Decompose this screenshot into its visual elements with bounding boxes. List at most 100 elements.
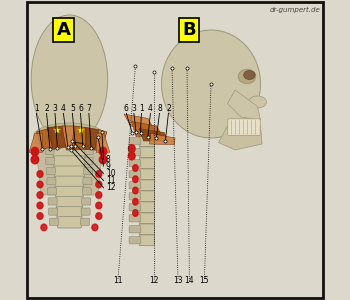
FancyBboxPatch shape — [139, 235, 155, 246]
Ellipse shape — [31, 147, 38, 156]
Text: 3: 3 — [52, 104, 57, 113]
Ellipse shape — [133, 210, 138, 216]
Ellipse shape — [96, 181, 102, 188]
Ellipse shape — [128, 152, 135, 160]
FancyBboxPatch shape — [139, 180, 155, 191]
Text: 12: 12 — [106, 183, 116, 192]
FancyBboxPatch shape — [45, 147, 54, 155]
Polygon shape — [95, 130, 107, 151]
Text: 2: 2 — [166, 104, 171, 113]
FancyBboxPatch shape — [129, 226, 141, 233]
Ellipse shape — [99, 155, 107, 164]
Ellipse shape — [41, 224, 47, 231]
Ellipse shape — [248, 96, 266, 108]
FancyBboxPatch shape — [80, 218, 90, 225]
Ellipse shape — [37, 181, 43, 188]
FancyBboxPatch shape — [139, 158, 155, 169]
FancyBboxPatch shape — [139, 136, 155, 147]
FancyBboxPatch shape — [57, 206, 82, 218]
FancyBboxPatch shape — [81, 208, 90, 215]
Ellipse shape — [31, 15, 108, 144]
Ellipse shape — [133, 199, 138, 205]
Text: 13: 13 — [173, 276, 183, 285]
FancyBboxPatch shape — [139, 202, 155, 213]
FancyBboxPatch shape — [139, 213, 155, 224]
Ellipse shape — [244, 70, 255, 80]
FancyBboxPatch shape — [49, 218, 58, 225]
Text: 8: 8 — [157, 104, 162, 113]
Polygon shape — [132, 122, 161, 136]
FancyBboxPatch shape — [129, 204, 141, 211]
Ellipse shape — [92, 224, 98, 231]
Text: 11: 11 — [113, 276, 123, 285]
Ellipse shape — [96, 171, 102, 177]
FancyBboxPatch shape — [47, 178, 56, 185]
FancyBboxPatch shape — [139, 191, 155, 202]
FancyBboxPatch shape — [55, 176, 84, 188]
FancyBboxPatch shape — [84, 157, 93, 164]
Polygon shape — [62, 126, 74, 150]
Polygon shape — [96, 134, 110, 152]
Text: 12: 12 — [149, 276, 159, 285]
FancyBboxPatch shape — [129, 237, 141, 244]
FancyBboxPatch shape — [53, 146, 86, 157]
FancyBboxPatch shape — [82, 198, 91, 205]
FancyBboxPatch shape — [48, 198, 57, 205]
FancyBboxPatch shape — [52, 136, 86, 147]
FancyBboxPatch shape — [129, 171, 141, 178]
FancyBboxPatch shape — [129, 149, 141, 156]
Polygon shape — [72, 126, 86, 150]
FancyBboxPatch shape — [139, 147, 155, 158]
FancyBboxPatch shape — [46, 157, 55, 164]
FancyBboxPatch shape — [46, 167, 55, 175]
Text: 14: 14 — [184, 276, 194, 285]
FancyBboxPatch shape — [82, 188, 91, 195]
Ellipse shape — [37, 202, 43, 209]
FancyBboxPatch shape — [129, 215, 141, 222]
FancyBboxPatch shape — [139, 169, 155, 180]
Text: 8: 8 — [106, 154, 111, 164]
Polygon shape — [124, 114, 154, 129]
Text: 4: 4 — [148, 104, 153, 113]
Ellipse shape — [37, 171, 43, 177]
Ellipse shape — [33, 123, 105, 150]
Text: 5: 5 — [70, 104, 75, 113]
Polygon shape — [218, 126, 262, 150]
Text: 3: 3 — [132, 104, 136, 113]
Ellipse shape — [133, 176, 138, 182]
Text: dr-gumpert.de: dr-gumpert.de — [270, 7, 321, 13]
FancyBboxPatch shape — [56, 196, 83, 208]
FancyBboxPatch shape — [84, 167, 92, 175]
Text: 7: 7 — [86, 104, 91, 113]
Ellipse shape — [96, 192, 102, 198]
FancyBboxPatch shape — [139, 224, 155, 235]
FancyBboxPatch shape — [54, 166, 84, 177]
Polygon shape — [86, 128, 99, 150]
Text: 9: 9 — [106, 162, 111, 171]
Text: 4: 4 — [61, 104, 66, 113]
FancyBboxPatch shape — [129, 182, 141, 189]
FancyBboxPatch shape — [56, 186, 83, 198]
Text: 6: 6 — [124, 104, 129, 113]
FancyBboxPatch shape — [85, 147, 94, 155]
FancyBboxPatch shape — [129, 160, 141, 167]
Polygon shape — [228, 90, 260, 120]
Ellipse shape — [238, 69, 256, 84]
FancyBboxPatch shape — [85, 137, 94, 144]
Ellipse shape — [96, 213, 102, 219]
Ellipse shape — [133, 165, 138, 171]
Ellipse shape — [133, 187, 138, 194]
Ellipse shape — [37, 192, 43, 198]
FancyBboxPatch shape — [44, 137, 54, 144]
Polygon shape — [35, 136, 104, 195]
Ellipse shape — [31, 155, 38, 164]
Ellipse shape — [96, 202, 102, 209]
Text: B: B — [183, 21, 196, 39]
FancyBboxPatch shape — [228, 119, 260, 136]
Text: 1: 1 — [34, 104, 39, 113]
Ellipse shape — [128, 145, 135, 152]
Text: 1: 1 — [139, 104, 144, 113]
Text: A: A — [56, 21, 70, 39]
Ellipse shape — [161, 30, 260, 138]
FancyBboxPatch shape — [57, 217, 82, 228]
